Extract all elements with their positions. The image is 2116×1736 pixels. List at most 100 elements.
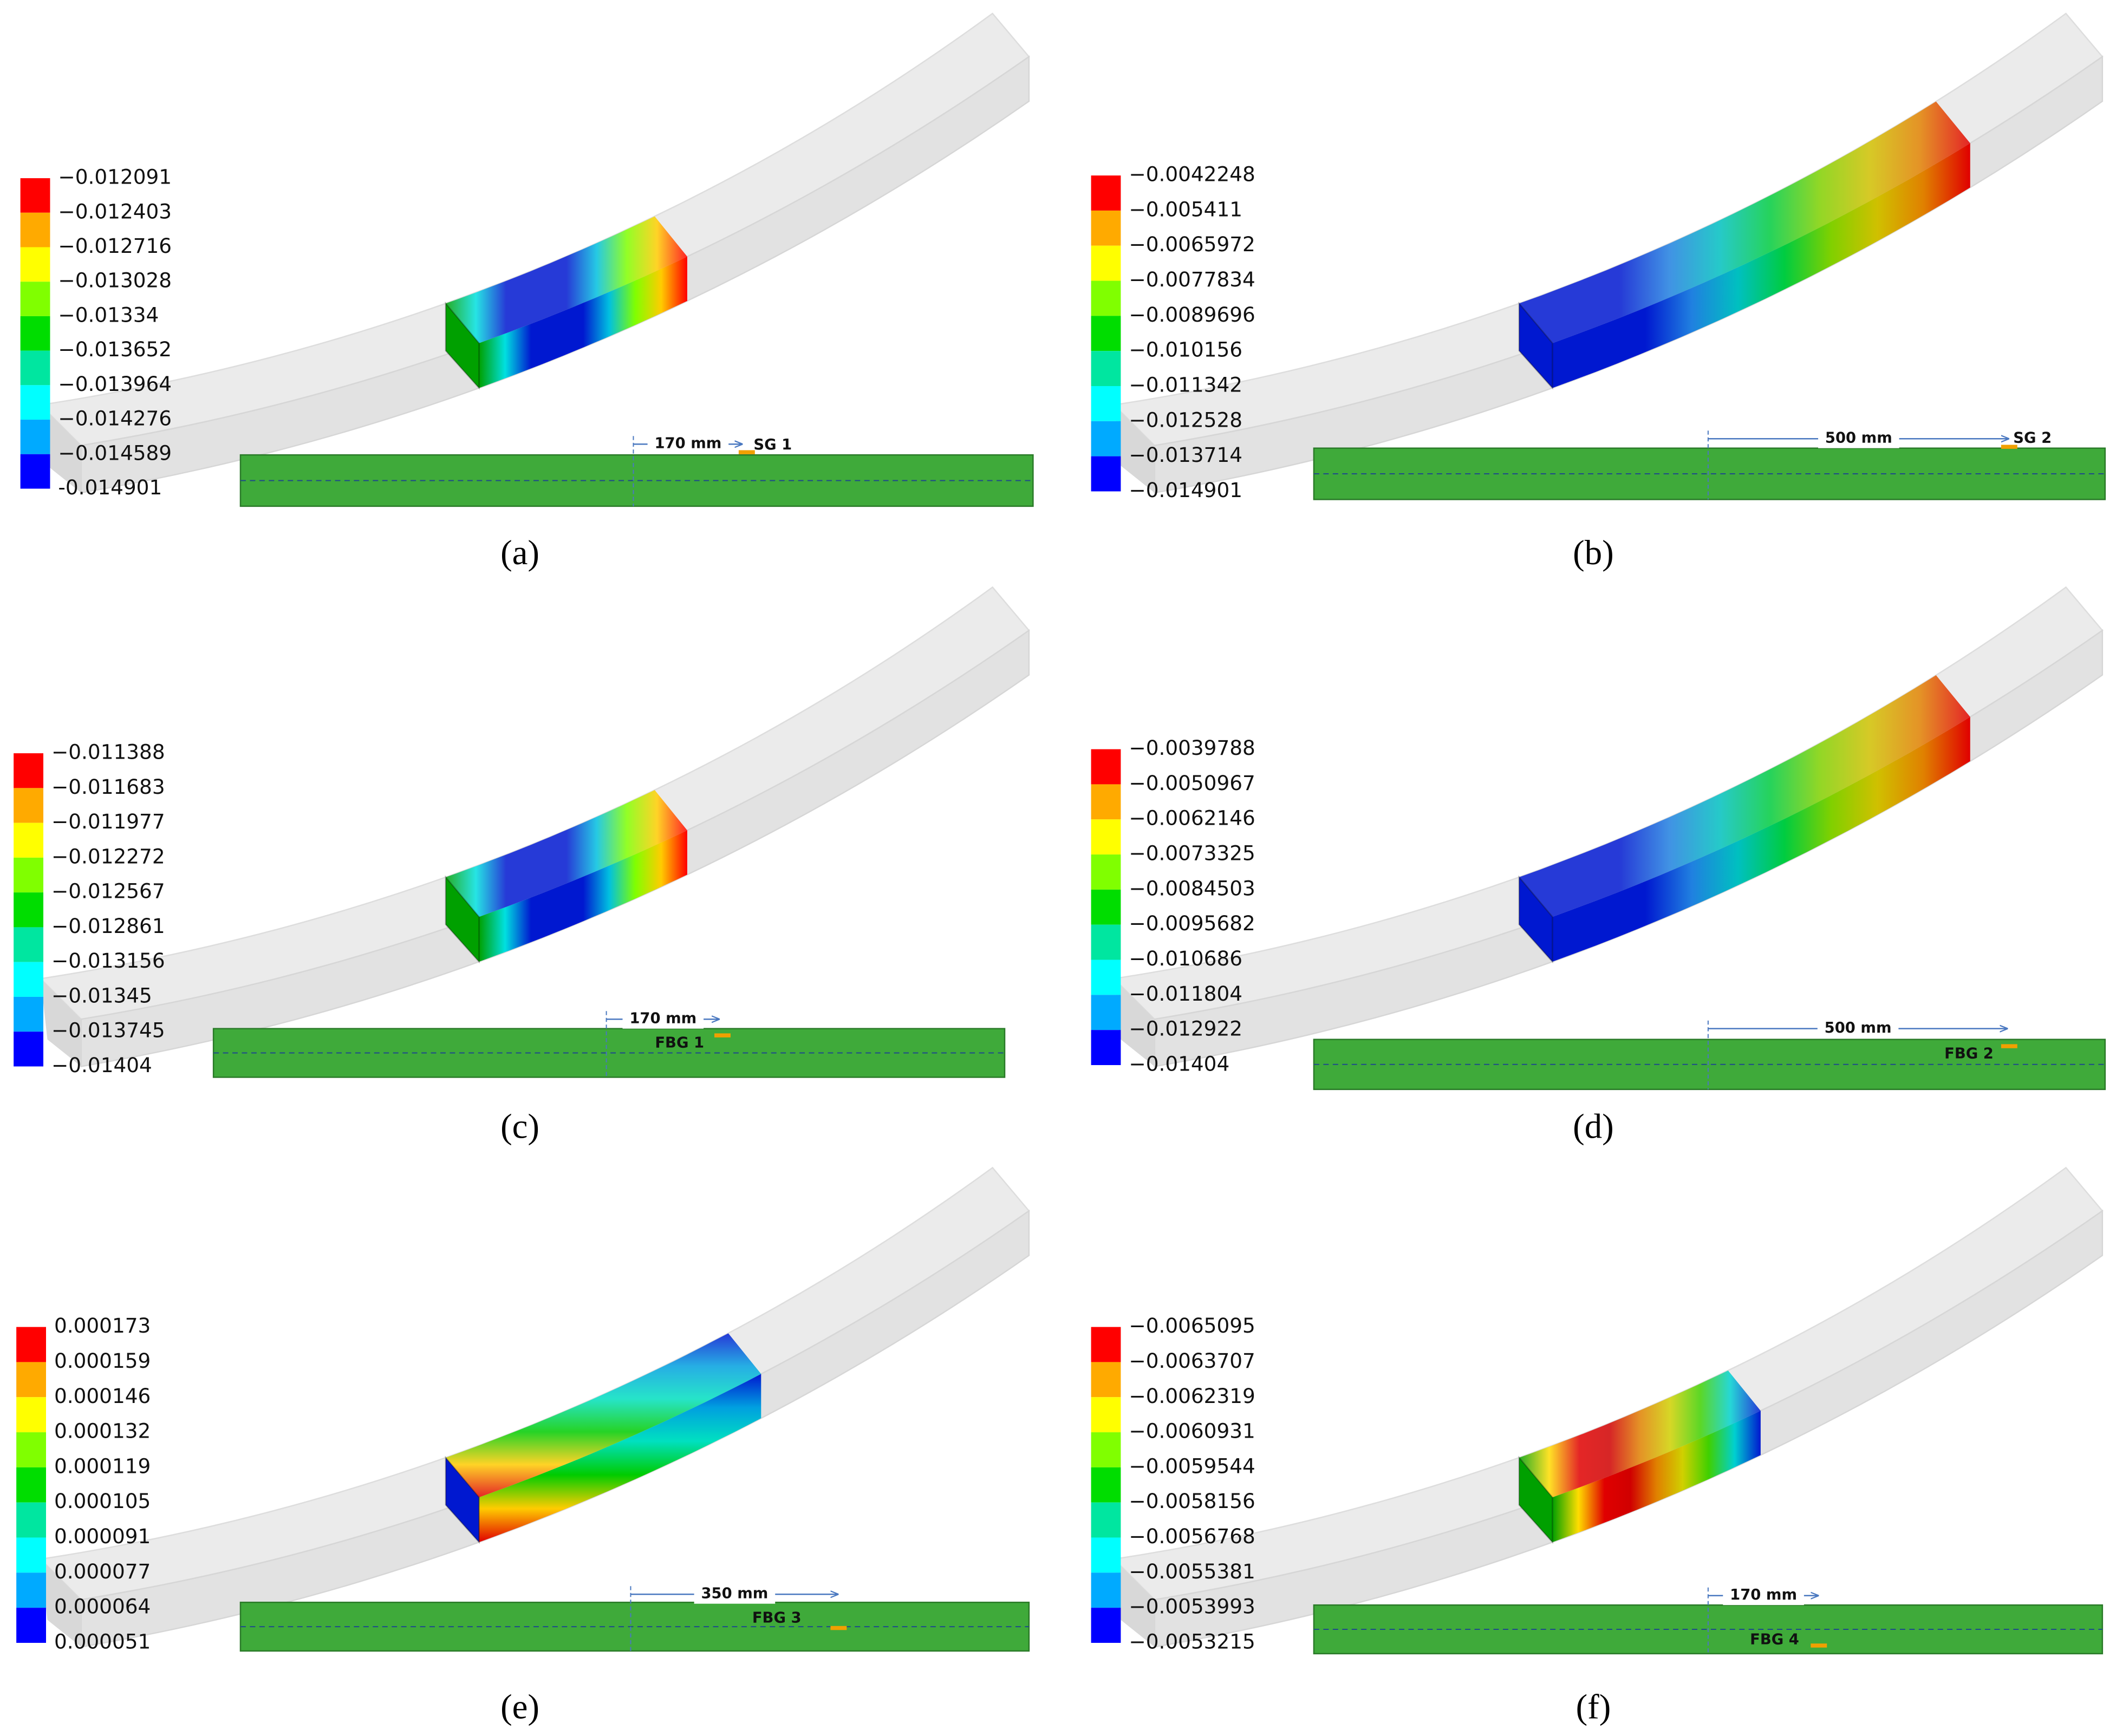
legend-label: −0.0058156 (1129, 1489, 1255, 1513)
legend-label: −0.0053215 (1129, 1629, 1255, 1653)
caption: (e) (500, 1688, 539, 1727)
panel: −0.011388 −0.011683 −0.011977 −0.012272 −0.0… (14, 586, 1030, 1146)
legend-swatch (16, 1327, 46, 1362)
legend-label: −0.01345 (51, 983, 152, 1007)
sensor-label: SG 2 (2013, 430, 2052, 447)
legend-label: 0.000159 (54, 1349, 151, 1373)
caption: (c) (500, 1107, 539, 1146)
legend-swatch (1091, 316, 1121, 351)
legend-swatch (1091, 924, 1121, 960)
dimension-label: 500 mm (1825, 430, 1892, 447)
sensor (738, 450, 755, 454)
legend-swatch (16, 1397, 46, 1433)
caption: (b) (1573, 533, 1614, 572)
legend-swatch (14, 857, 44, 893)
result-end (445, 875, 480, 964)
legend-label: 0.000146 (54, 1384, 151, 1408)
result-top (1519, 101, 1970, 343)
legend-label: −0.0065972 (1129, 232, 1255, 256)
result-top (445, 1333, 761, 1498)
legend-swatch (16, 1572, 46, 1608)
legend-label: −0.0042248 (1129, 162, 1255, 186)
legend-label: −0.0060931 (1129, 1419, 1255, 1443)
legend-label: −0.0056768 (1129, 1524, 1255, 1548)
legend-label: −0.0039788 (1129, 736, 1255, 760)
sensor-label: FBG 4 (1750, 1631, 1799, 1648)
legend-swatch (1091, 819, 1121, 855)
dimension-label: 170 mm (629, 1010, 696, 1027)
dimension-label: 170 mm (654, 435, 721, 452)
legend-swatch (14, 927, 44, 962)
legend-label: −0.0095682 (1129, 911, 1255, 935)
legend-label: −0.0055381 (1129, 1559, 1255, 1583)
plate (212, 1028, 1006, 1078)
legend-label: 0.000173 (54, 1314, 151, 1337)
legend-swatch (1091, 749, 1121, 785)
legend-label: −0.0062319 (1129, 1384, 1255, 1408)
legend-swatch (1091, 245, 1121, 281)
beam-end (41, 1559, 81, 1647)
legend-swatch (1091, 210, 1121, 246)
legend-label: -0.014901 (58, 475, 162, 499)
legend-label: −0.0059544 (1129, 1454, 1255, 1478)
result-top-shade (445, 1333, 761, 1498)
legend-label: −0.0077834 (1129, 267, 1255, 291)
legend-label: −0.014276 (58, 407, 172, 430)
legend-swatch (1091, 1030, 1121, 1065)
legend-swatch (1091, 421, 1121, 456)
result-side (1552, 717, 1970, 962)
result-side (479, 256, 687, 388)
legend-label: −0.012922 (1129, 1017, 1242, 1041)
legend-swatch (1091, 1432, 1121, 1467)
legend-swatch (1091, 1608, 1121, 1643)
panel: −0.0065095 −0.0063707 −0.0062319 −0.0060931… (1091, 1166, 2104, 1727)
legend-swatch (1091, 995, 1121, 1030)
panel: −0.0039788 −0.0050967 −0.0062146 −0.0073325… (1091, 586, 2106, 1146)
legend-swatch (1091, 456, 1121, 492)
legend-label: −0.010156 (1129, 338, 1242, 362)
panel: −0.0042248 −0.005411 −0.0065972 −0.0077834 −… (1091, 12, 2106, 572)
legend-label: −0.0053993 (1129, 1595, 1255, 1618)
legend-label: −0.011804 (1129, 982, 1242, 1006)
legend-label: 0.000091 (54, 1524, 151, 1548)
beam-top (1112, 586, 2104, 1020)
legend-label: −0.01404 (1129, 1052, 1229, 1075)
legend-swatch (16, 1502, 46, 1538)
legend-swatch (14, 962, 44, 997)
result-top (445, 216, 687, 343)
legend-label: −0.0089696 (1129, 303, 1255, 327)
beam-top (39, 1166, 1030, 1601)
legend-swatch (20, 350, 50, 386)
legend-label: −0.012716 (58, 234, 172, 258)
result-top (445, 790, 687, 917)
sensor-label: SG 1 (753, 436, 792, 453)
legend-swatch (20, 316, 50, 351)
dim-label-bg (1818, 429, 1899, 448)
beam-top (1112, 12, 2104, 447)
legend-swatch (1091, 386, 1121, 421)
dimension-label: 350 mm (701, 1585, 768, 1602)
dim-label-bg (1817, 1019, 1899, 1039)
result-end (445, 1456, 480, 1544)
result-top-shade (445, 216, 687, 343)
legend-swatch (1091, 889, 1121, 925)
legend-label: 0.000077 (54, 1559, 151, 1583)
legend-label: −0.01334 (58, 303, 159, 327)
legend-label: −0.013745 (51, 1019, 165, 1042)
legend-label: −0.012091 (58, 165, 172, 189)
legend-label: −0.014901 (1129, 478, 1242, 502)
result-top-shade (1519, 101, 1970, 343)
sensor (2001, 445, 2017, 449)
plate (1313, 1039, 2106, 1091)
dimension-label: 170 mm (1730, 1587, 1797, 1603)
legend-swatch (1091, 1327, 1121, 1362)
legend-label: −0.011977 (51, 810, 165, 833)
legend-label: −0.0073325 (1129, 841, 1255, 865)
legend-swatch (16, 1608, 46, 1643)
legend-swatch (16, 1467, 46, 1503)
legend-label: −0.0084503 (1129, 876, 1255, 900)
legend-swatch (1091, 854, 1121, 890)
sensor (1811, 1643, 1827, 1648)
legend-label: −0.012861 (51, 914, 165, 938)
legend-swatch (16, 1537, 46, 1573)
